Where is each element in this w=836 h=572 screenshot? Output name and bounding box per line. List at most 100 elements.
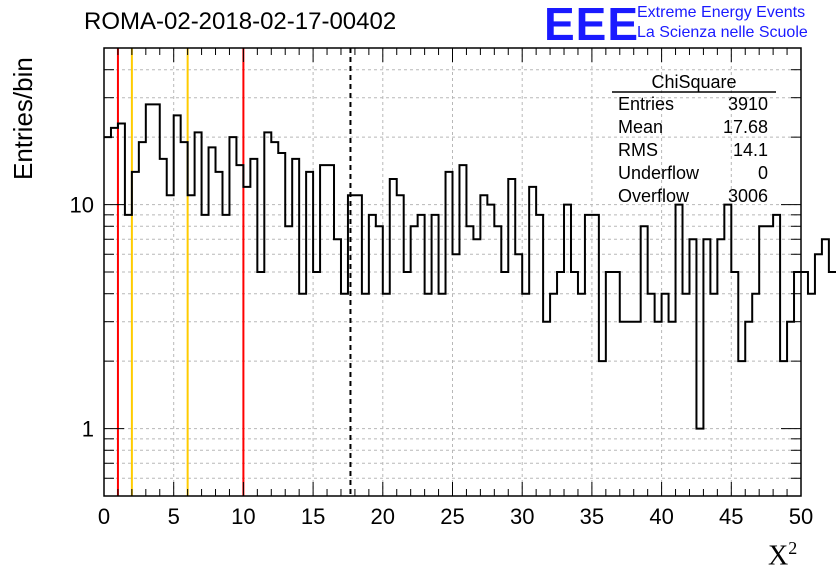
histogram-bin: [473, 239, 480, 496]
histogram-bin: [794, 272, 801, 496]
histogram-bin: [299, 294, 306, 496]
histogram-bin: [236, 165, 243, 496]
histogram-bin: [446, 172, 453, 496]
histogram-bin: [480, 195, 487, 496]
histogram-bin: [634, 322, 641, 496]
histogram-bin: [592, 215, 599, 496]
histogram-bin: [369, 215, 376, 496]
histogram-bin: [306, 172, 313, 496]
histogram-bin: [585, 215, 592, 496]
histogram-bin: [313, 272, 320, 496]
histogram-bin: [606, 272, 613, 496]
y-tick-label: 10: [70, 193, 94, 218]
x-tick-label: 0: [98, 504, 110, 529]
x-tick-label: 5: [168, 504, 180, 529]
histogram-bin: [355, 195, 362, 496]
histogram-bin: [752, 294, 759, 496]
histogram-bin: [648, 294, 655, 496]
histogram-bin: [181, 142, 188, 496]
histogram-bin: [334, 239, 341, 496]
histogram-bin: [104, 137, 111, 496]
histogram-bin: [278, 153, 285, 496]
stats-value: 14.1: [733, 140, 768, 160]
histogram-bin: [453, 254, 460, 496]
histogram-bin: [557, 272, 564, 496]
histogram-bin: [195, 132, 202, 496]
marker-lines-layer: [116, 48, 352, 496]
stats-label: Mean: [618, 117, 663, 137]
histogram-bin: [571, 272, 578, 496]
histogram-bin: [710, 294, 717, 496]
histogram-bin: [146, 104, 153, 496]
histogram-bin: [529, 187, 536, 496]
histogram-bin: [216, 172, 223, 496]
x-tick-label: 25: [440, 504, 464, 529]
histogram-bin: [745, 322, 752, 496]
histogram-bin: [292, 159, 299, 496]
stats-value: 3006: [728, 186, 768, 206]
histogram-bin: [487, 205, 494, 496]
histogram-bin: [125, 215, 132, 496]
histogram-bin: [160, 159, 167, 496]
histogram-bin: [543, 322, 550, 496]
histogram-bin: [202, 215, 209, 496]
histogram-bin: [320, 165, 327, 496]
histogram-bin: [390, 179, 397, 496]
stats-label: RMS: [618, 140, 658, 160]
histogram-bin: [132, 172, 139, 496]
stats-header: ChiSquare: [651, 72, 736, 92]
ticks-layer: 0 5 10 15 20 25 30 35 40 45 50 1 10: [70, 47, 813, 529]
histogram-bin: [466, 226, 473, 496]
histogram-bin: [815, 254, 822, 496]
histogram-bin: [327, 165, 334, 496]
histogram-bin: [599, 361, 606, 496]
stats-value: 3910: [728, 94, 768, 114]
histogram-bin: [257, 272, 264, 496]
histogram-bin: [696, 429, 703, 496]
histogram-bin: [669, 322, 676, 496]
histogram-bin: [703, 239, 710, 496]
histogram-bin: [613, 272, 620, 496]
histogram-bin: [676, 205, 683, 496]
histogram-bin: [250, 159, 257, 496]
histogram-bin: [522, 294, 529, 496]
histogram-bin: [627, 322, 634, 496]
x-tick-label: 50: [789, 504, 813, 529]
histogram-bin: [411, 226, 418, 496]
histogram-bin: [111, 128, 118, 496]
histogram-bin: [683, 294, 690, 496]
x-tick-label: 10: [231, 504, 255, 529]
histogram-bin: [662, 294, 669, 496]
histogram-bin: [536, 215, 543, 496]
histogram-bin: [689, 239, 696, 496]
histogram-bin: [397, 195, 404, 496]
histogram-bin: [508, 179, 515, 496]
chart-title: ROMA-02-2018-02-17-00402: [84, 8, 397, 35]
histogram-bin: [362, 294, 369, 496]
stats-label: Overflow: [618, 186, 690, 206]
histogram-bin: [759, 226, 766, 496]
histogram-bin: [341, 294, 348, 496]
stats-label: Underflow: [618, 163, 700, 183]
histogram-bin: [229, 137, 236, 496]
histogram-bin: [578, 294, 585, 496]
logo-tagline-2: La Scienza nelle Scuole: [637, 24, 808, 41]
histogram-bin: [641, 226, 648, 496]
histogram-bin: [425, 294, 432, 496]
histogram-bin: [139, 142, 146, 496]
histogram-bin: [773, 215, 780, 496]
histogram-bin: [766, 226, 773, 496]
stats-value: 17.68: [723, 117, 768, 137]
stats-value: 0: [758, 163, 768, 183]
histogram-bin: [731, 272, 738, 496]
y-tick-label: 1: [82, 417, 94, 442]
histogram-bin: [494, 226, 501, 496]
histogram-bin: [801, 272, 808, 496]
x-tick-label: 45: [719, 504, 743, 529]
histogram-bin: [348, 195, 355, 496]
histogram-bin: [376, 226, 383, 496]
x-tick-label: 15: [301, 504, 325, 529]
